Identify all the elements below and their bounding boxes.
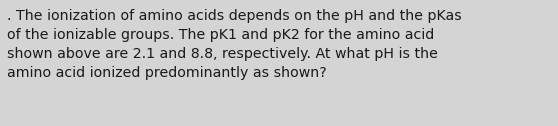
Text: . The ionization of amino acids depends on the pH and the pKas
of the ionizable : . The ionization of amino acids depends … bbox=[7, 9, 461, 80]
